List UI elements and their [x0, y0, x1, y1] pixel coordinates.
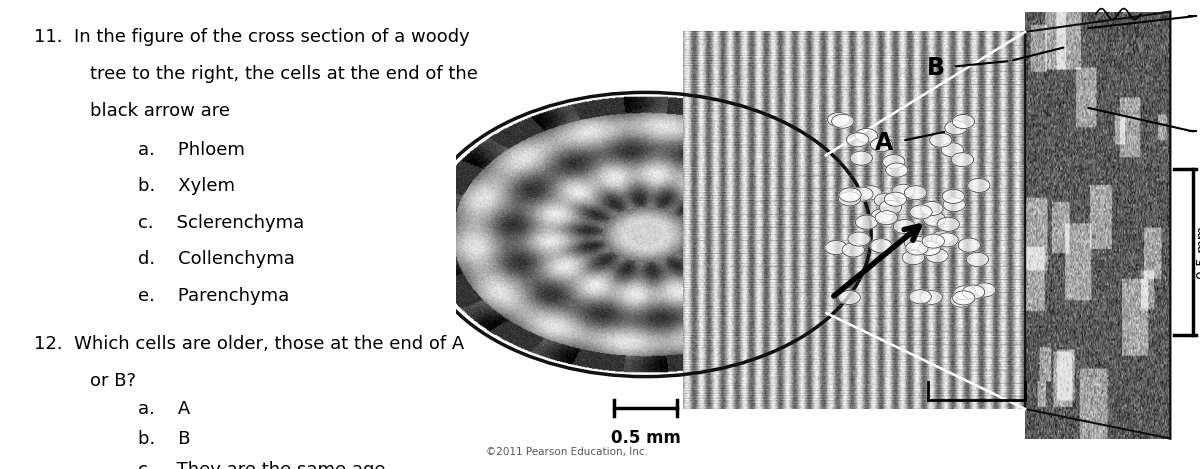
Circle shape — [953, 114, 974, 129]
Circle shape — [931, 231, 954, 245]
Circle shape — [905, 236, 926, 250]
Circle shape — [952, 152, 973, 166]
Circle shape — [902, 250, 924, 265]
Circle shape — [856, 129, 877, 143]
Circle shape — [962, 285, 985, 299]
Circle shape — [842, 243, 864, 257]
Circle shape — [926, 249, 948, 263]
Circle shape — [828, 113, 850, 127]
Circle shape — [832, 114, 854, 128]
Text: 12.  Which cells are older, those at the end of A: 12. Which cells are older, those at the … — [34, 335, 464, 353]
Circle shape — [973, 283, 996, 297]
Text: or B?: or B? — [90, 372, 136, 390]
Circle shape — [875, 211, 898, 225]
Circle shape — [953, 291, 974, 305]
Text: c.    They are the same age: c. They are the same age — [138, 461, 385, 469]
Text: ©2011 Pearson Education, Inc.: ©2011 Pearson Education, Inc. — [486, 447, 648, 457]
Polygon shape — [683, 32, 1025, 409]
Polygon shape — [1025, 12, 1170, 439]
Circle shape — [918, 242, 941, 256]
Circle shape — [910, 205, 932, 219]
Text: tree to the right, the cells at the end of the: tree to the right, the cells at the end … — [90, 65, 478, 83]
Text: A: A — [875, 131, 893, 155]
Circle shape — [859, 186, 882, 200]
Circle shape — [886, 163, 908, 177]
Text: black arrow are: black arrow are — [90, 102, 230, 120]
Circle shape — [920, 202, 943, 216]
Circle shape — [870, 137, 893, 151]
Circle shape — [966, 252, 989, 266]
Circle shape — [824, 241, 847, 255]
Circle shape — [942, 189, 965, 204]
Text: a.    A: a. A — [138, 400, 191, 417]
Text: b.    Xylem: b. Xylem — [138, 177, 235, 195]
Circle shape — [967, 178, 990, 192]
Circle shape — [944, 121, 967, 135]
Circle shape — [910, 290, 931, 304]
Circle shape — [930, 133, 952, 147]
Text: c.    Sclerenchyma: c. Sclerenchyma — [138, 214, 305, 232]
Circle shape — [870, 239, 893, 253]
Circle shape — [838, 290, 860, 304]
Circle shape — [846, 133, 869, 147]
Circle shape — [906, 241, 928, 255]
Circle shape — [943, 197, 966, 212]
Text: a.    Phloem: a. Phloem — [138, 141, 245, 159]
Circle shape — [880, 200, 901, 214]
Circle shape — [874, 193, 896, 207]
Circle shape — [923, 212, 946, 226]
Circle shape — [893, 219, 916, 234]
Circle shape — [856, 215, 877, 229]
Circle shape — [850, 151, 872, 165]
Text: 0.5 mm: 0.5 mm — [611, 429, 680, 447]
Circle shape — [839, 192, 860, 206]
Circle shape — [936, 233, 959, 247]
Circle shape — [920, 290, 942, 304]
Text: 0.5 mm: 0.5 mm — [1196, 226, 1200, 279]
Circle shape — [922, 234, 944, 248]
Circle shape — [884, 192, 907, 206]
Circle shape — [839, 188, 862, 202]
Circle shape — [950, 293, 972, 307]
Circle shape — [941, 143, 964, 157]
Circle shape — [883, 155, 905, 169]
Circle shape — [892, 184, 914, 198]
Text: 11.  In the figure of the cross section of a woody: 11. In the figure of the cross section o… — [34, 28, 469, 46]
Circle shape — [848, 232, 870, 246]
Circle shape — [871, 209, 894, 223]
Circle shape — [958, 238, 980, 252]
Circle shape — [851, 187, 874, 201]
Text: B: B — [926, 56, 944, 80]
Circle shape — [954, 286, 976, 300]
Text: d.    Collenchyma: d. Collenchyma — [138, 250, 295, 268]
Text: e.    Parenchyma: e. Parenchyma — [138, 287, 289, 305]
Circle shape — [937, 217, 959, 231]
Text: b.    B: b. B — [138, 430, 191, 448]
Circle shape — [905, 186, 926, 200]
